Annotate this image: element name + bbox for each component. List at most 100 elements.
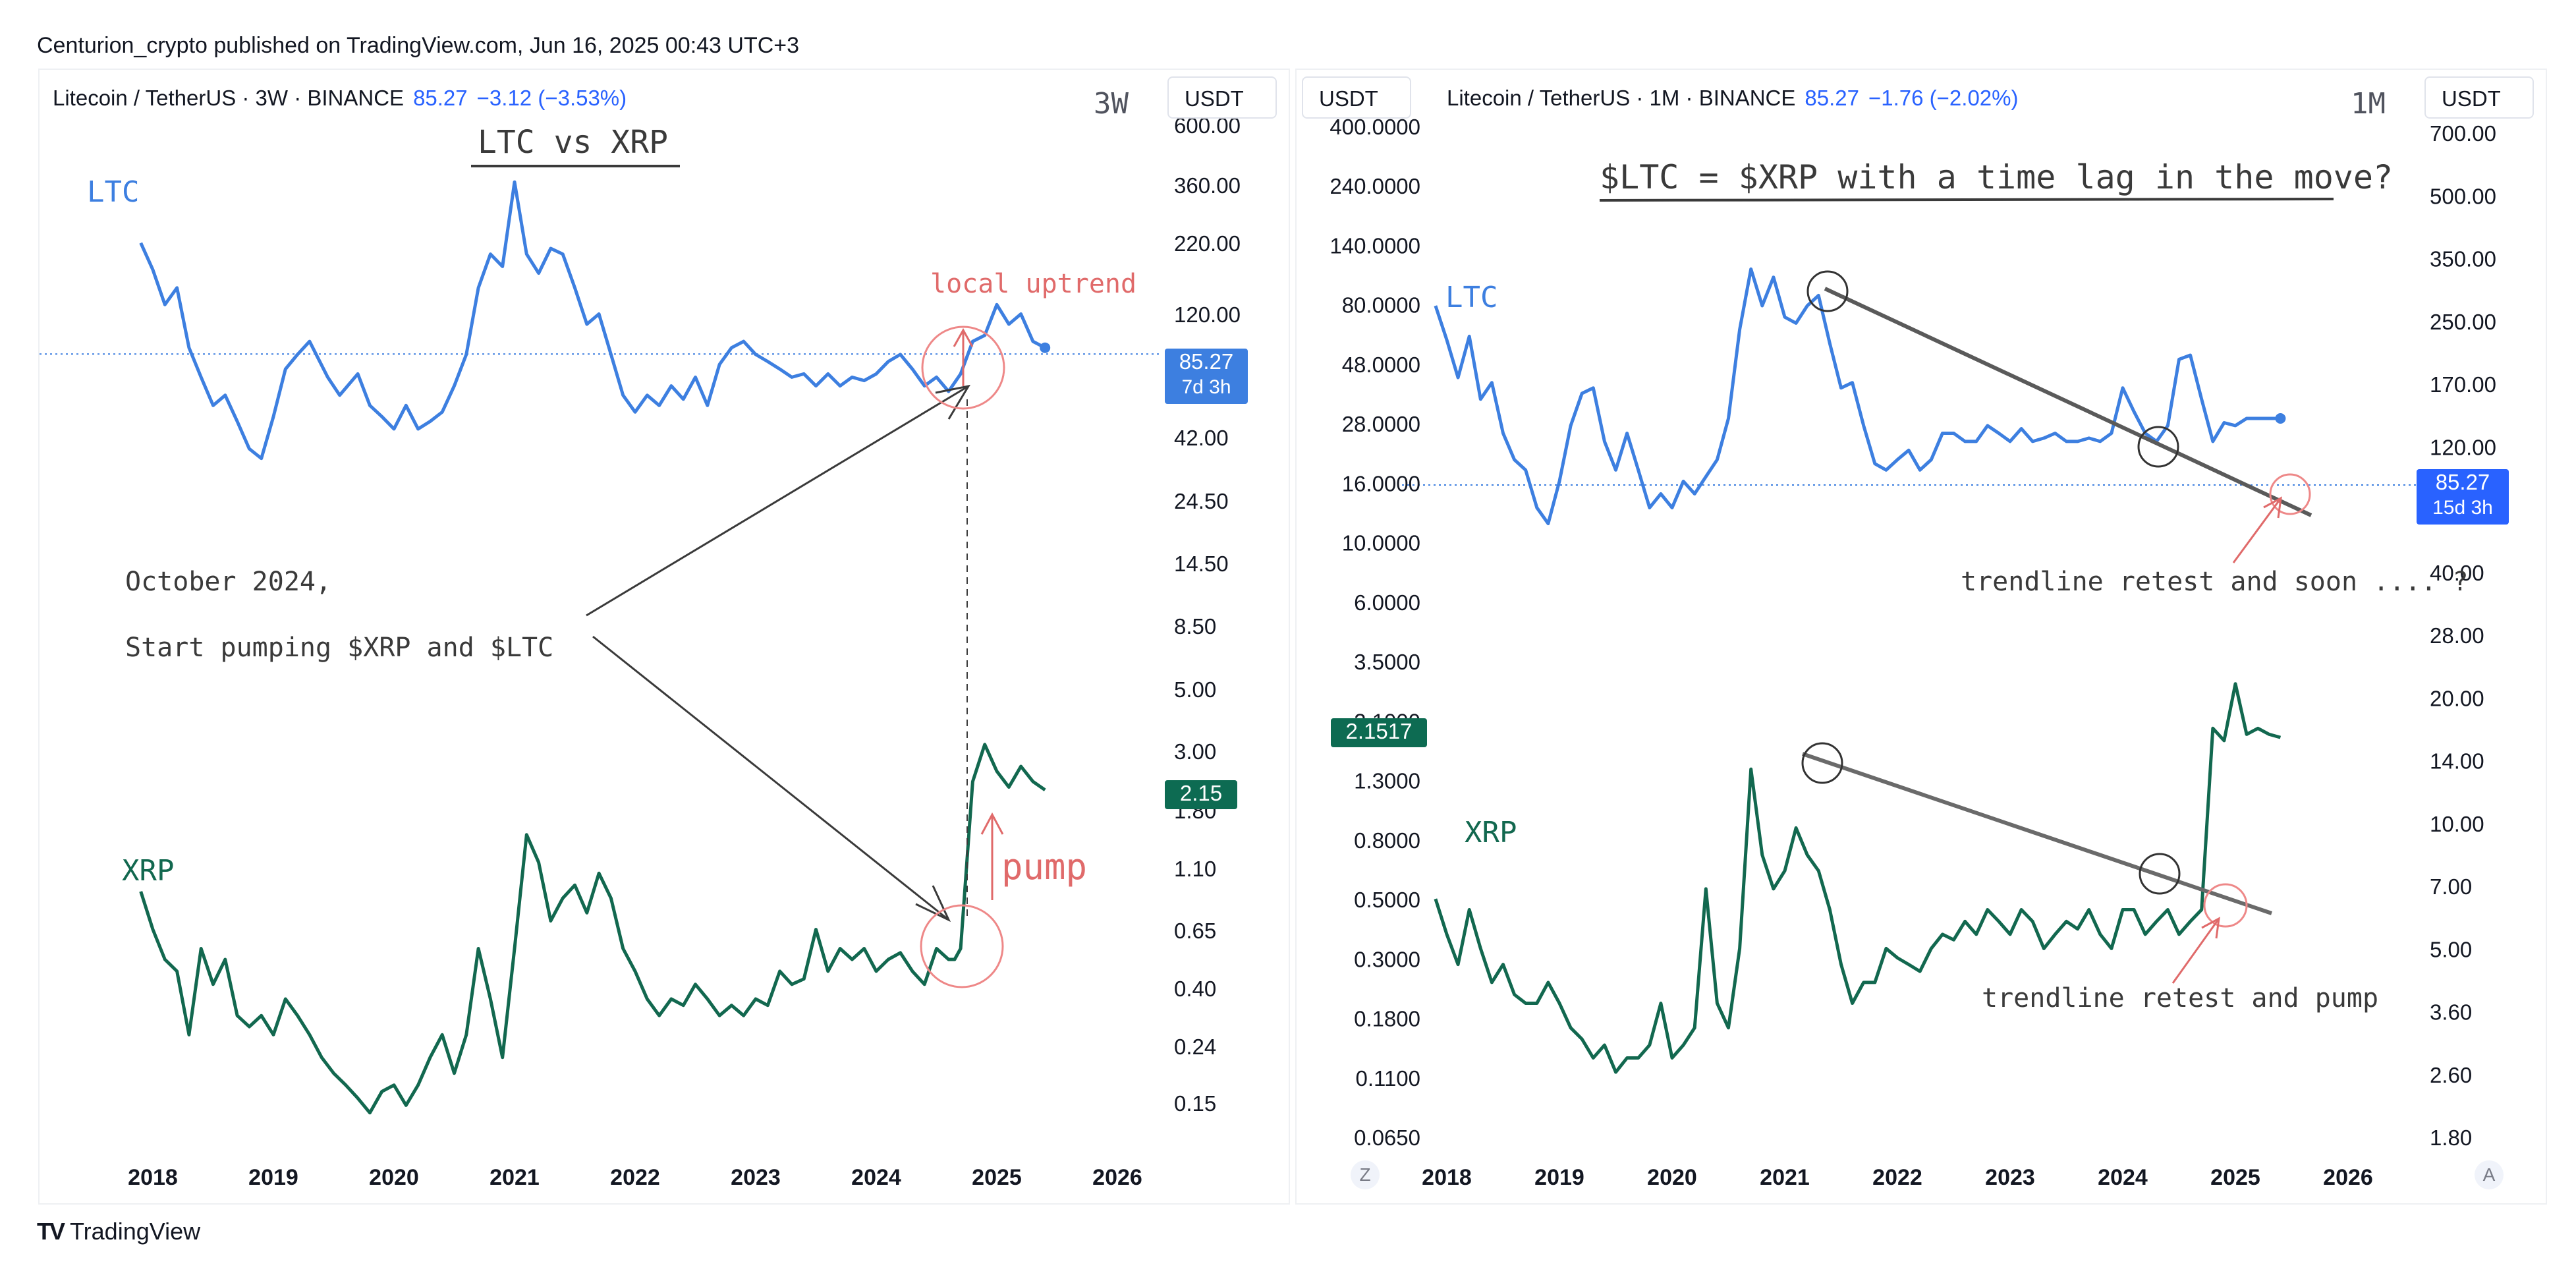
footer-brand[interactable]: TV TradingView (37, 1218, 201, 1245)
x-tick: 2020 (1647, 1165, 1697, 1190)
x-tick: 2026 (1092, 1165, 1142, 1190)
x-tick: 2025 (972, 1165, 1022, 1190)
x-tick: 2018 (128, 1165, 178, 1190)
price-change: −3.12 (−3.53%) (476, 86, 627, 110)
arrow-retest-xrp (2171, 918, 2220, 984)
circle-xrp-retest (2203, 883, 2248, 928)
currency-unit-button[interactable]: USDT (1167, 76, 1277, 119)
chart-left-svg[interactable]: 600.00360.00220.00120.0042.0024.5014.508… (40, 70, 1289, 1203)
y-tick: 42.00 (1174, 426, 1229, 450)
y-tick: 5.00 (1174, 677, 1216, 702)
y-tick: 360.00 (1174, 173, 1241, 198)
y-right-tick: 170.00 (2430, 372, 2496, 397)
y-tick: 1.10 (1174, 857, 1216, 881)
xrp-series-line (1434, 682, 2282, 1074)
y-right-tick: 40.00 (2430, 561, 2484, 585)
y-right-tick: 500.00 (2430, 184, 2496, 208)
arrow-retest-ltc (2232, 498, 2282, 563)
circle-xrp-breakout (920, 904, 1004, 988)
y-right-tick: 350.00 (2430, 247, 2496, 271)
arrow-local-up-head (953, 327, 974, 347)
x-axis-right-chart: 2018 2019 2020 2021 2022 2023 2024 2025 2026 (1422, 1165, 2373, 1190)
x-tick: 2020 (369, 1165, 419, 1190)
y-tick: 0.15 (1174, 1091, 1216, 1116)
right-scale-unit-button[interactable]: USDT (2424, 76, 2534, 119)
auto-scale-button[interactable]: A (2475, 1160, 2504, 1189)
y-left-tick: 6.0000 (1354, 590, 1420, 615)
y-left-tick: 400.0000 (1330, 115, 1420, 139)
y-right-tick: 2.60 (2430, 1063, 2472, 1087)
y-right-tick: 5.00 (2430, 937, 2472, 961)
timeframe-label: 1M (2351, 87, 2386, 121)
y-right-tick: 250.00 (2430, 310, 2496, 334)
y-right-tick: 10.00 (2430, 812, 2484, 836)
x-tick: 2024 (2098, 1165, 2148, 1190)
x-tick: 2022 (1872, 1165, 1922, 1190)
annot-title: LTC vs XRP (478, 124, 668, 161)
arrow-retest-ltc-head (2263, 496, 2282, 519)
annot-local-uptrend: local uptrend (930, 269, 1136, 299)
timeframe-label: 3W (1094, 87, 1129, 121)
x-tick: 2023 (1985, 1165, 2035, 1190)
arrow-retest-xrp-head (2201, 917, 2220, 939)
circle-ltc-peak-2024 (2137, 426, 2179, 468)
y-left-tick: 140.0000 (1330, 233, 1420, 258)
z-scale-button[interactable]: Z (1351, 1160, 1380, 1189)
y-left-tick: 0.5000 (1354, 888, 1420, 912)
y-right-tick: 7.00 (2430, 874, 2472, 899)
y-right-tick: 3.60 (2430, 1000, 2472, 1025)
x-tick: 2026 (2323, 1165, 2373, 1190)
x-tick: 2022 (610, 1165, 660, 1190)
y-tick: 220.00 (1174, 231, 1241, 256)
trendline-ltc (1824, 287, 2312, 517)
circle-xrp-peak-2024 (2139, 853, 2181, 895)
circle-ltc-retest (2269, 473, 2311, 515)
circle-ltc-peak-2021 (1806, 270, 1849, 312)
price-label-ltc: 85.27 7d 3h (1165, 349, 1248, 404)
chart-header-right: Litecoin / TetherUS · 1M · BINANCE 85.27−… (1447, 86, 2019, 111)
ltc-last-dot (2275, 413, 2286, 424)
arrow-to-xrp (592, 635, 949, 921)
y-tick: 8.50 (1174, 614, 1216, 639)
y-left-tick: 0.8000 (1354, 828, 1420, 853)
annot-pump: pump (1001, 846, 1087, 888)
y-left-tick: 48.0000 (1342, 353, 1420, 377)
circle-xrp-peak-2021 (1801, 742, 1843, 784)
y-axis-left-scale: 400.0000 240.0000 140.0000 80.0000 48.0000 28… (1330, 115, 1420, 1150)
annot-retest-soon: trendline retest and soon .... ? (1961, 567, 2469, 597)
arrow-to-ltc (586, 385, 969, 617)
ltc-last-dot (1040, 342, 1051, 353)
y-axis-left-chart: 600.00360.00220.00120.0042.0024.5014.508… (1174, 113, 1241, 1116)
x-tick: 2024 (851, 1165, 901, 1190)
y-left-tick: 0.1800 (1354, 1007, 1420, 1031)
chart-panel-left[interactable]: 600.00 360.00 220.00 120.00 42.00 24.50 14.50 8… (38, 69, 1290, 1205)
y-left-tick: 80.0000 (1342, 293, 1420, 318)
xrp-series-line (139, 743, 1046, 1115)
x-tick: 2019 (248, 1165, 298, 1190)
y-left-tick: 16.0000 (1342, 471, 1420, 496)
y-left-tick: 1.3000 (1354, 769, 1420, 793)
circle-ltc-breakout (921, 326, 1005, 410)
x-axis-left-chart: 2018 2019 2020 2021 2022 2023 2024 2025 2026 (128, 1165, 1142, 1190)
symbol-title: Litecoin / TetherUS · 3W · BINANCE (53, 86, 405, 110)
y-tick: 24.50 (1174, 489, 1229, 513)
annot-ltc: LTC (1445, 281, 1498, 314)
y-right-tick: 14.00 (2430, 749, 2484, 774)
symbol-title: Litecoin / TetherUS · 1M · BINANCE (1447, 86, 1796, 110)
tradingview-logo-icon: TV (37, 1218, 65, 1245)
x-tick: 2023 (731, 1165, 781, 1190)
chart-panel-right[interactable]: 400.0000 240.0000 140.0000 80.0000 48.0000 28… (1295, 69, 2547, 1205)
annot-title-underline (1599, 198, 2334, 202)
x-tick: 2021 (1760, 1165, 1810, 1190)
y-tick: 0.65 (1174, 919, 1216, 943)
y-right-tick: 700.00 (2430, 121, 2496, 146)
annot-xrp: XRP (1465, 816, 1517, 849)
x-tick: 2018 (1422, 1165, 1472, 1190)
y-tick: 120.00 (1174, 302, 1241, 327)
y-tick: 14.50 (1174, 552, 1229, 576)
left-scale-unit-button[interactable]: USDT (1302, 76, 1411, 119)
annot-xrp: XRP (122, 854, 174, 888)
chart-right-svg[interactable]: 400.0000 240.0000 140.0000 80.0000 48.0000 28… (1297, 70, 2546, 1203)
annot-october: October 2024, (125, 567, 331, 597)
y-right-tick: 120.00 (2430, 435, 2496, 459)
